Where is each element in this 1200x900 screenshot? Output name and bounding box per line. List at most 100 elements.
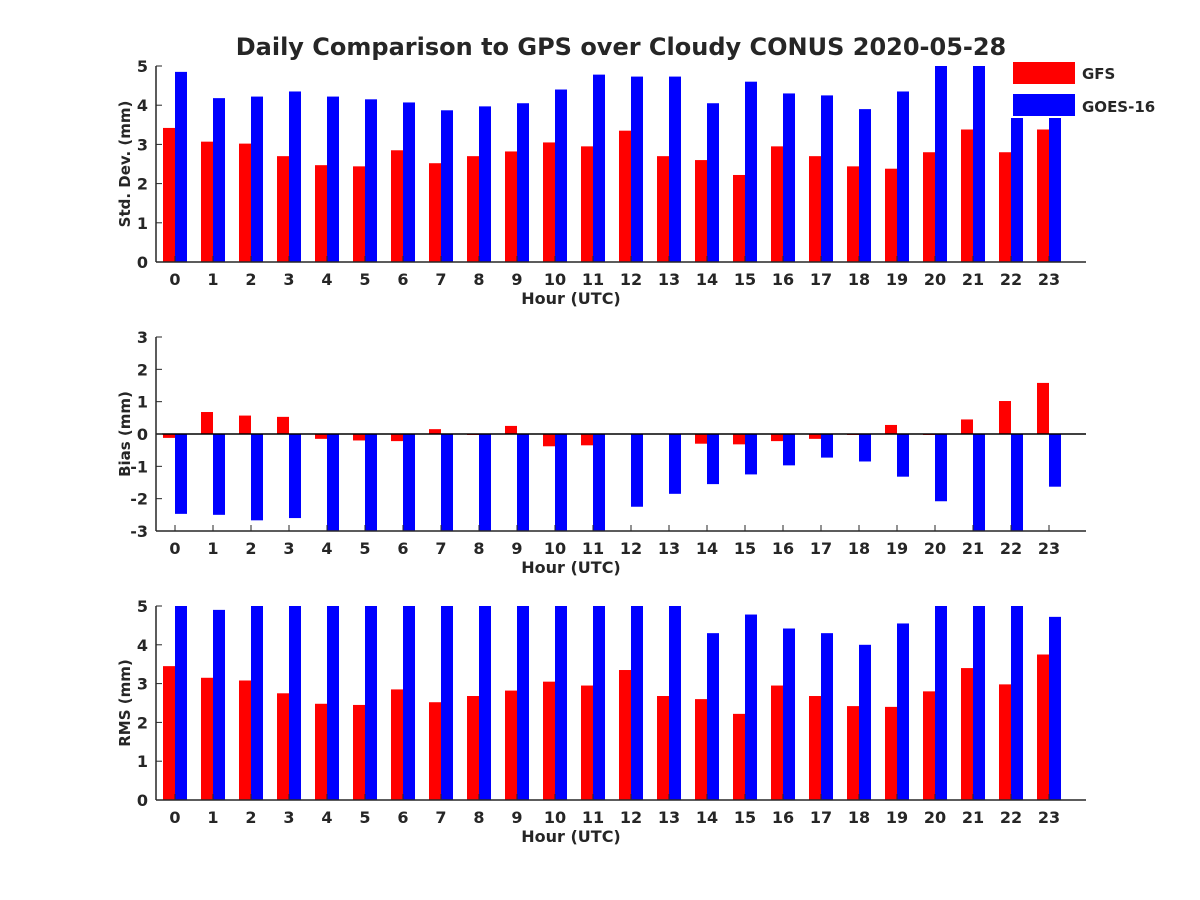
bar-gfs-hour-6 [391, 434, 403, 442]
bar-gfs-hour-15 [733, 713, 745, 800]
x-tick-label: 0 [169, 808, 180, 827]
y-tick-label: 1 [137, 214, 148, 233]
y-tick-label: 1 [137, 393, 148, 412]
x-tick-label: 12 [620, 270, 642, 289]
bar-gfs-hour-16 [771, 685, 783, 800]
bar-gfs-hour-3 [277, 693, 289, 800]
y-tick-label: 2 [137, 175, 148, 194]
bar-goes16-hour-2 [251, 434, 263, 521]
bar-goes16-hour-2 [251, 606, 263, 800]
y-axis-label: RMS (mm) [116, 659, 134, 746]
bar-goes16-hour-14 [707, 103, 719, 263]
bar-goes16-hour-5 [365, 434, 377, 531]
bar-gfs-hour-19 [885, 706, 897, 800]
x-tick-label: 22 [1000, 270, 1022, 289]
x-tick-label: 11 [582, 539, 604, 558]
bar-goes16-hour-4 [327, 606, 339, 800]
bar-gfs-hour-5 [353, 166, 365, 262]
x-tick-label: 7 [435, 539, 446, 558]
legend-swatch-goes16 [1013, 94, 1075, 116]
x-tick-label: 3 [283, 808, 294, 827]
bar-goes16-hour-6 [403, 434, 415, 531]
x-tick-label: 9 [511, 808, 522, 827]
y-tick-label: 2 [137, 360, 148, 379]
bar-gfs-hour-2 [239, 415, 251, 434]
y-axis-label: Std. Dev. (mm) [116, 101, 134, 228]
bar-goes16-hour-18 [859, 644, 871, 800]
bar-gfs-hour-19 [885, 168, 897, 262]
bar-goes16-hour-12 [631, 76, 643, 262]
x-tick-label: 15 [734, 808, 756, 827]
x-tick-label: 4 [321, 808, 332, 827]
x-tick-label: 17 [810, 539, 832, 558]
bar-gfs-hour-19 [885, 424, 897, 434]
x-tick-label: 10 [544, 270, 566, 289]
bar-gfs-hour-0 [163, 434, 175, 438]
bar-gfs-hour-12 [619, 670, 631, 800]
bar-gfs-hour-8 [467, 156, 479, 262]
bar-goes16-hour-0 [175, 606, 187, 800]
x-tick-label: 8 [473, 808, 484, 827]
y-tick-label: 1 [137, 752, 148, 771]
bar-goes16-hour-4 [327, 434, 339, 531]
bar-goes16-hour-11 [593, 74, 605, 263]
bar-goes16-hour-6 [403, 102, 415, 263]
x-tick-label: 14 [696, 808, 718, 827]
x-tick-label: 4 [321, 539, 332, 558]
bar-goes16-hour-1 [213, 98, 225, 262]
x-tick-label: 21 [962, 270, 984, 289]
x-tick-label: 14 [696, 539, 718, 558]
x-tick-label: 6 [397, 808, 408, 827]
x-tick-label: 6 [397, 539, 408, 558]
bar-goes16-hour-3 [289, 434, 301, 519]
bar-gfs-hour-10 [543, 142, 555, 262]
x-tick-label: 7 [435, 808, 446, 827]
legend-swatch-gfs [1013, 62, 1075, 84]
bar-gfs-hour-11 [581, 146, 593, 262]
y-tick-label: 4 [137, 636, 148, 655]
x-tick-label: 22 [1000, 539, 1022, 558]
bar-goes16-hour-0 [175, 71, 187, 262]
bar-gfs-hour-7 [429, 702, 441, 800]
bar-goes16-hour-21 [973, 66, 985, 262]
bar-gfs-hour-6 [391, 689, 403, 800]
bar-goes16-hour-13 [669, 434, 681, 494]
bar-goes16-hour-10 [555, 89, 567, 263]
bar-goes16-hour-20 [935, 434, 947, 502]
x-tick-label: 3 [283, 270, 294, 289]
y-axis-label: Bias (mm) [116, 391, 134, 477]
bar-goes16-hour-18 [859, 109, 871, 263]
bar-goes16-hour-9 [517, 606, 529, 800]
bar-gfs-hour-8 [467, 696, 479, 800]
x-tick-label: 14 [696, 270, 718, 289]
x-tick-label: 5 [359, 539, 370, 558]
bar-gfs-hour-10 [543, 681, 555, 800]
bar-gfs-hour-15 [733, 174, 745, 262]
bar-goes16-hour-7 [441, 434, 453, 531]
bar-gfs-hour-16 [771, 146, 783, 262]
bar-gfs-hour-0 [163, 666, 175, 800]
bar-gfs-hour-3 [277, 416, 289, 434]
x-axis-label: Hour (UTC) [521, 289, 621, 308]
x-tick-label: 18 [848, 270, 870, 289]
x-tick-label: 19 [886, 808, 908, 827]
x-tick-label: 1 [207, 539, 218, 558]
bar-gfs-hour-2 [239, 680, 251, 800]
bar-gfs-hour-5 [353, 704, 365, 800]
bar-gfs-hour-5 [353, 434, 365, 441]
bar-goes16-hour-16 [783, 434, 795, 466]
bar-gfs-hour-17 [809, 156, 821, 262]
x-tick-label: 13 [658, 270, 680, 289]
x-tick-label: 20 [924, 808, 946, 827]
bar-goes16-hour-8 [479, 606, 491, 800]
bar-goes16-hour-2 [251, 96, 263, 263]
y-tick-label: 0 [137, 425, 148, 444]
x-tick-label: 2 [245, 808, 256, 827]
bar-gfs-hour-13 [657, 696, 669, 800]
x-tick-label: 4 [321, 270, 332, 289]
x-tick-label: 16 [772, 808, 794, 827]
bar-gfs-hour-11 [581, 434, 593, 446]
bar-goes16-hour-7 [441, 110, 453, 263]
x-tick-label: 13 [658, 808, 680, 827]
